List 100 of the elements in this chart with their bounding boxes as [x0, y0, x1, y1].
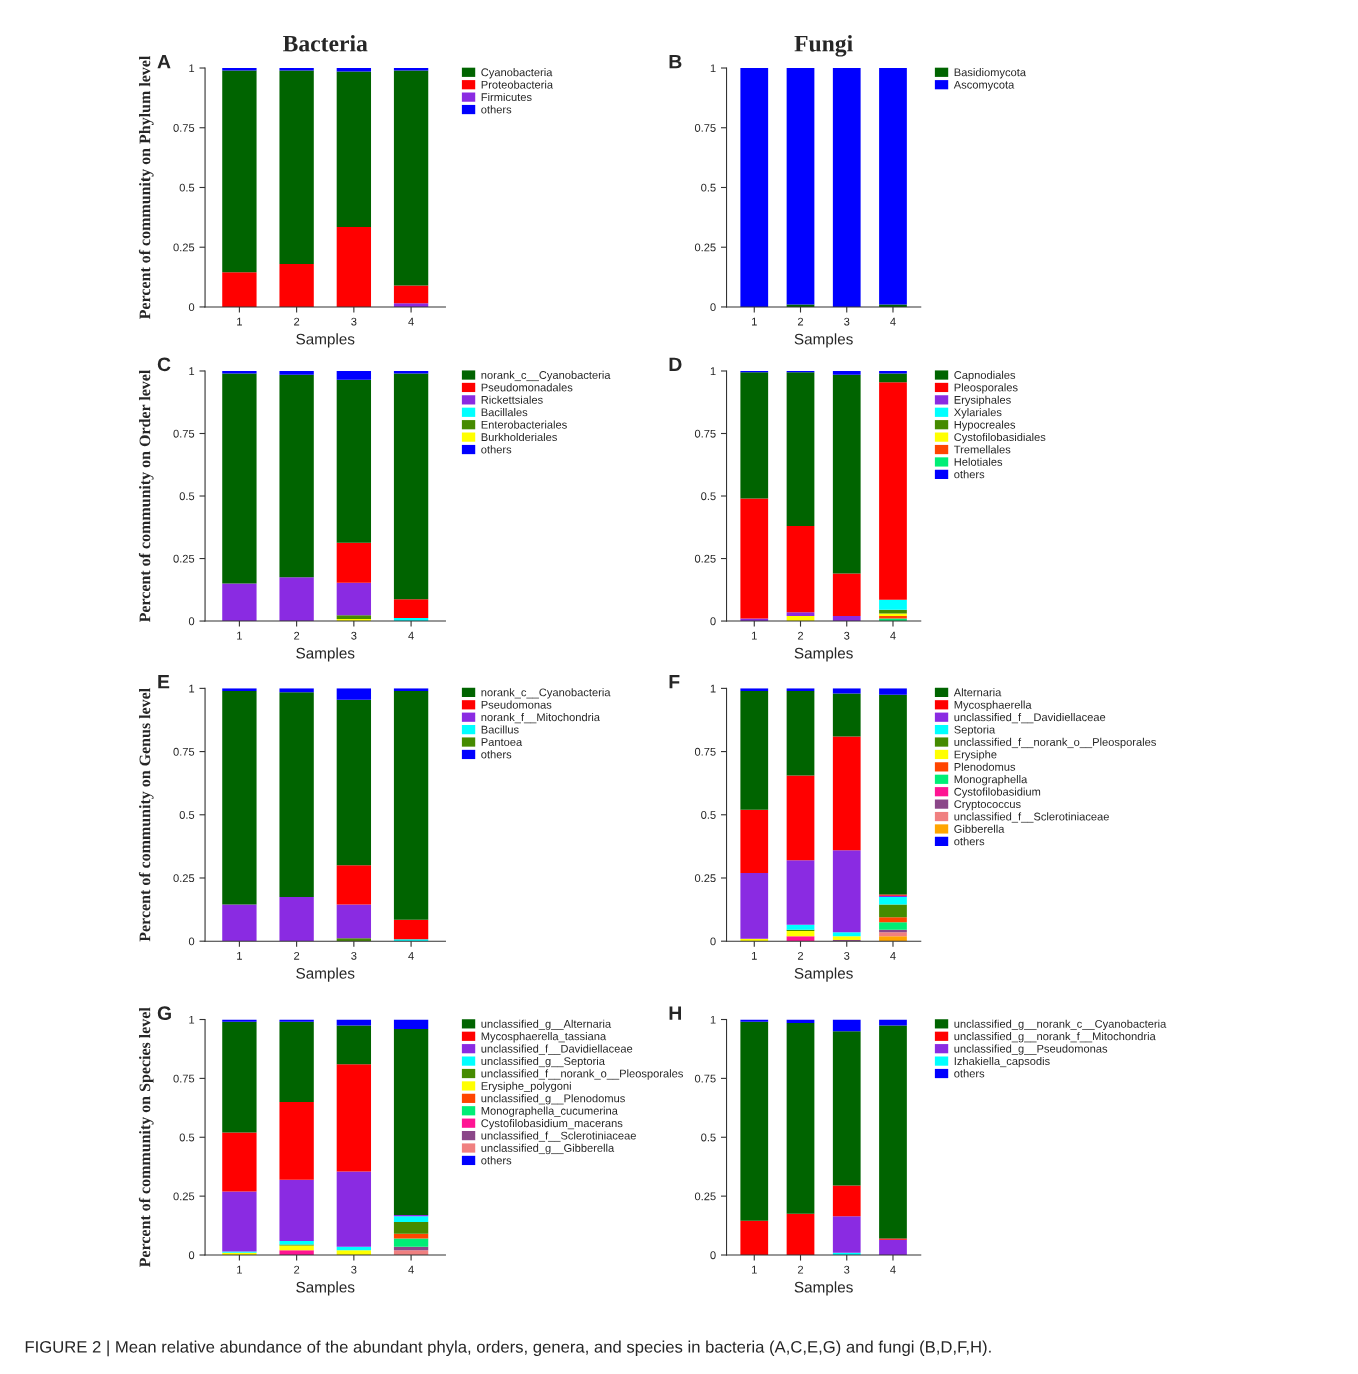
y-tick-label: 0.75 [173, 124, 195, 132]
x-tick-label: 4 [408, 952, 414, 960]
legend-label: Pleosporales [954, 383, 1018, 394]
x-tick-label: 1 [752, 952, 757, 960]
legend-label: norank_f__Mitochondria [481, 712, 600, 724]
legend-label: Ascomycota [953, 80, 1015, 91]
legend-label: others [481, 445, 512, 454]
legend-label: Tremellales [954, 445, 1011, 454]
y-tick-label: 0.75 [173, 429, 195, 438]
x-tick-label: 1 [752, 1265, 757, 1274]
y-tick-label: 0.75 [694, 124, 716, 132]
y-tick-label: 0.25 [694, 243, 716, 252]
text: H [669, 1006, 681, 1020]
text: A [157, 54, 171, 69]
x-tick-label: 2 [294, 951, 300, 960]
x-tick-label: 2 [294, 1265, 300, 1274]
y-axis-title: Percent of community on Species level [138, 1007, 154, 1268]
text: F [669, 674, 680, 689]
legend-label: Bacillales [481, 408, 528, 417]
legend-label: unclassified_f__Sclerotiniaceae [954, 812, 1109, 823]
legend-label: others [954, 837, 985, 846]
legend-label: norank_c__Cyanobacteria [481, 688, 611, 699]
x-axis-title: Samples [296, 1281, 355, 1296]
legend-label: Cystofilobasidiales [954, 432, 1046, 444]
legend-label: Capnodiales [954, 370, 1016, 382]
legend-label: unclassified_g__norank_c__Cyanobacteria [954, 1019, 1167, 1030]
y-tick-label: 0 [188, 937, 195, 946]
x-tick-label: 1 [752, 631, 757, 640]
x-tick-label: 3 [844, 1265, 850, 1274]
x-tick-label: 4 [890, 1265, 896, 1274]
legend-label: Cystofilobasidium_macerans [481, 1118, 623, 1130]
x-axis-title: Samples [296, 333, 355, 348]
x-tick-label: 1 [237, 952, 242, 960]
legend-label: norank_c__Cyanobacteria [481, 370, 611, 382]
y-tick-label: 0.25 [173, 1192, 195, 1201]
y-tick-label: 0.25 [694, 554, 716, 563]
legend-label: Mycosphaerella [954, 700, 1032, 711]
x-axis-title: Samples [296, 647, 355, 662]
y-tick-label: 1 [189, 64, 195, 73]
legend-label: Rickettsiales [481, 395, 543, 404]
y-tick-label: 0 [710, 937, 716, 946]
legend-label: others [954, 1069, 985, 1078]
x-tick-label: 2 [797, 1265, 804, 1274]
legend-label: Pantoea [481, 738, 523, 746]
x-axis-title: Samples [296, 967, 355, 982]
x-tick-label: 3 [351, 631, 357, 640]
y-tick-label: 0.5 [701, 183, 716, 192]
y-tick-label: 0.5 [179, 1133, 195, 1142]
x-tick-label: 1 [237, 1265, 242, 1274]
legend-label: unclassified_f__Davidiellaceae [954, 712, 1106, 724]
legend-label: Erysiphe [954, 750, 997, 761]
legend-label: Izhakiella_capsodis [954, 1056, 1050, 1068]
legend-label: Monographella_cucumerina [481, 1106, 618, 1117]
legend-label: Erysiphe_polygoni [481, 1081, 571, 1093]
x-tick-label: 3 [351, 317, 357, 326]
y-tick-label: 0.25 [694, 874, 716, 883]
y-tick-label: 1 [710, 684, 716, 693]
y-tick-label: 1 [710, 367, 716, 376]
legend-label: Proteobacteria [481, 80, 554, 89]
text: C [157, 357, 171, 372]
legend-label: Firmicutes [481, 92, 532, 102]
x-tick-label: 3 [351, 1265, 357, 1274]
y-tick-label: 0.25 [173, 554, 195, 563]
y-tick-label: 0.5 [179, 183, 195, 192]
text: B [669, 54, 682, 69]
x-axis-title: Samples [794, 967, 853, 982]
legend-label: unclassified_g__Plenodomus [481, 1094, 625, 1105]
legend-label: Gibberella [954, 824, 1005, 833]
y-tick-label: 0.75 [173, 1074, 195, 1083]
x-tick-label: 2 [294, 631, 300, 640]
x-tick-label: 1 [237, 631, 242, 640]
y-tick-label: 1 [189, 1015, 195, 1024]
x-tick-label: 4 [890, 317, 896, 326]
y-tick-label: 1 [710, 1015, 716, 1024]
y-tick-label: 1 [189, 367, 195, 376]
x-axis-title: Samples [794, 647, 853, 662]
chart-title: Fungi [794, 34, 853, 57]
legend-label: others [481, 105, 512, 114]
legend-label: unclassified_f__Davidiellaceae [481, 1044, 633, 1055]
legend-label: Pseudomonas [481, 700, 552, 709]
legend-label: Cyanobacteria [481, 68, 553, 79]
x-tick-label: 1 [752, 317, 757, 326]
text: D [669, 357, 682, 372]
legend-label: unclassified_g__Alternaria [481, 1019, 612, 1030]
y-tick-label: 0 [188, 303, 195, 312]
legend-label: Alternaria [953, 688, 1002, 697]
y-tick-label: 1 [710, 64, 716, 73]
y-tick-label: 0.75 [694, 1074, 716, 1083]
legend-label: others [481, 750, 512, 759]
y-axis-title: Percent of community on Genus level [138, 688, 154, 942]
legend-label: unclassified_f__Sclerotiniaceae [481, 1131, 636, 1142]
x-tick-label: 4 [408, 1265, 414, 1274]
legend-label: unclassified_f__norank_o__Pleosporales [481, 1069, 683, 1080]
text: G [157, 1006, 171, 1021]
chart-title: Bacteria [283, 34, 368, 52]
legend-label: Pseudomonadales [481, 383, 573, 392]
y-tick-label: 0.25 [694, 1192, 716, 1201]
legend-label: unclassified_g__norank_f__Mitochondria [954, 1032, 1156, 1043]
y-tick-label: 0.75 [694, 429, 716, 438]
x-tick-label: 4 [890, 952, 896, 960]
